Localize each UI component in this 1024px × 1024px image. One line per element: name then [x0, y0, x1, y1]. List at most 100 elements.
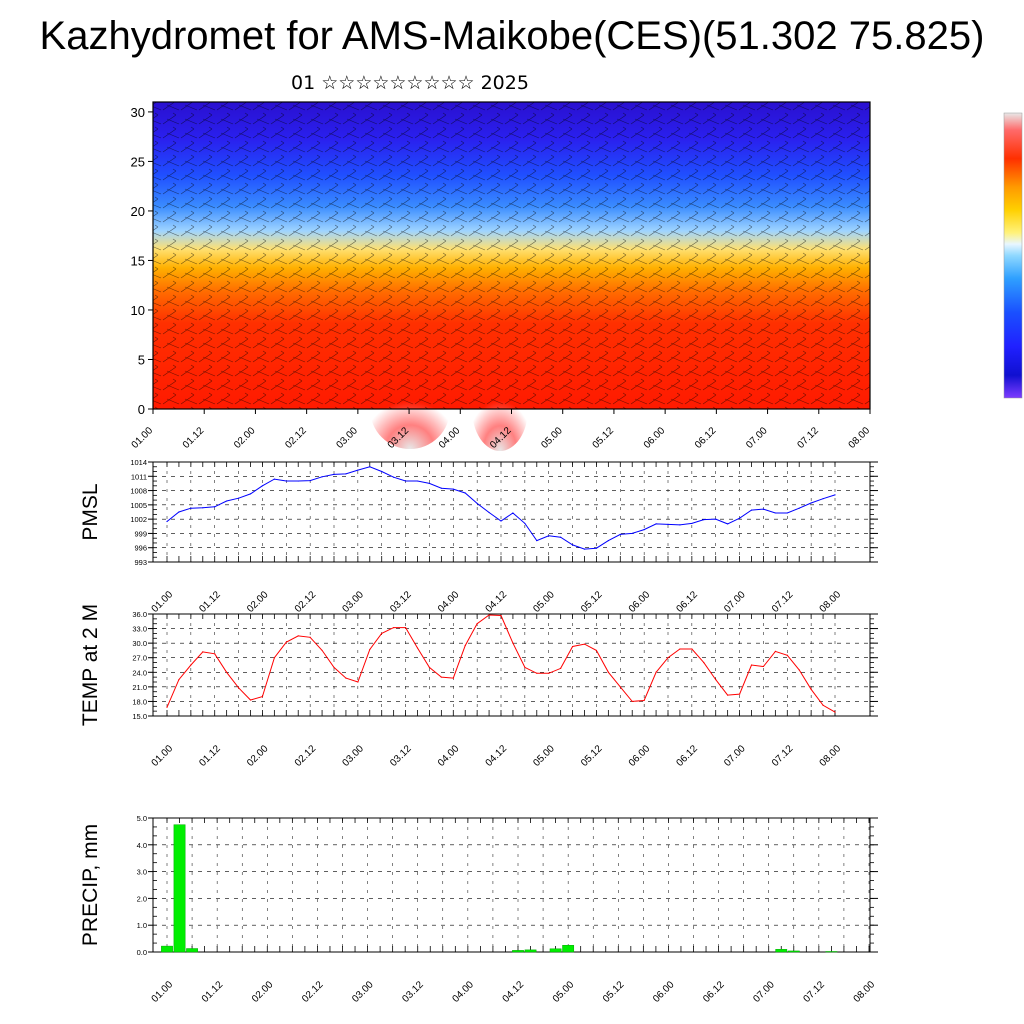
- heatmap-y-tick-label: 15: [131, 253, 145, 268]
- data-point: [285, 480, 287, 482]
- data-point: [631, 700, 633, 703]
- x-tick-label: 03.12: [388, 743, 414, 769]
- y-tick-label: 1.0: [137, 921, 147, 930]
- data-point: [524, 522, 526, 525]
- y-tick-label: 1014: [130, 458, 147, 467]
- data-point: [166, 520, 168, 523]
- x-tick-label: 03.12: [388, 589, 414, 615]
- x-tick-label: 05.12: [601, 979, 627, 1005]
- y-tick-label: 27.0: [132, 654, 147, 663]
- x-tick-label: 02.12: [293, 743, 319, 769]
- data-point: [381, 632, 383, 635]
- x-tick-label: 07.00: [722, 743, 748, 769]
- precip-bar: [524, 949, 537, 953]
- data-point: [297, 635, 299, 637]
- data-point: [750, 664, 753, 666]
- heatmap-y-tick-label: 25: [131, 154, 145, 169]
- data-point: [667, 523, 669, 525]
- x-tick-label: 01.12: [200, 979, 226, 1005]
- x-tick-label: 01.00: [150, 589, 176, 615]
- data-point: [237, 497, 240, 499]
- data-point: [393, 476, 395, 478]
- y-tick-label: 996: [134, 544, 147, 553]
- panel-frame: [152, 613, 871, 717]
- data-point: [345, 677, 347, 679]
- data-point: [464, 644, 466, 647]
- y-tick-label: 3.0: [137, 868, 147, 877]
- data-point: [190, 664, 192, 666]
- panel-frame: [152, 461, 871, 563]
- data-point: [655, 671, 657, 673]
- panel-1: 993 996 999 1002 1005 1008 1011 1014 01.00 01.12 0…: [79, 458, 878, 615]
- data-point: [655, 523, 657, 525]
- heatmap-x-tick-label: 05.00: [539, 425, 565, 451]
- y-tick-label: 0.0: [137, 948, 147, 957]
- data-point: [404, 480, 407, 482]
- data-point: [834, 494, 836, 496]
- precip-bar: [775, 949, 788, 953]
- y-tick-label: 5.0: [137, 814, 147, 823]
- data-point: [381, 470, 383, 473]
- data-point: [691, 648, 693, 650]
- data-point: [357, 681, 359, 683]
- data-point: [762, 508, 765, 510]
- heatmap-x-tick-label: 05.12: [591, 425, 617, 451]
- precip-bar: [562, 945, 575, 953]
- data-point: [452, 488, 454, 490]
- y-axis-label: PRECIP, mm: [79, 824, 102, 946]
- data-point: [679, 648, 681, 650]
- x-tick-label: 03.00: [341, 589, 367, 615]
- x-tick-label: 07.12: [770, 589, 796, 615]
- data-point: [357, 469, 359, 471]
- data-point: [273, 478, 275, 480]
- panel-3: 0.0 1.0 2.0 3.0 4.0 5.0 01.00 01.12 02.00 02.12 03…: [79, 814, 878, 1005]
- x-tick-label: 07.12: [802, 979, 828, 1005]
- y-tick-label: 4.0: [137, 841, 147, 850]
- data-point: [536, 539, 538, 542]
- x-tick-label: 05.12: [579, 743, 605, 769]
- data-point: [619, 533, 621, 535]
- precip-bar: [512, 950, 524, 953]
- x-tick-label: 03.12: [400, 979, 426, 1005]
- x-tick-label: 05.00: [551, 979, 577, 1005]
- data-point: [560, 536, 562, 538]
- x-tick-label: 02.12: [300, 979, 326, 1005]
- x-tick-label: 06.12: [701, 979, 727, 1005]
- data-point: [214, 653, 216, 655]
- heatmap-y-axis: 0 5 10 15 20 25 30: [131, 105, 153, 417]
- y-tick-label: 33.0: [132, 625, 147, 634]
- x-tick-label: 07.12: [770, 743, 796, 769]
- data-point: [798, 669, 800, 671]
- data-point: [822, 498, 824, 500]
- data-point: [249, 493, 252, 495]
- precip-bar: [787, 950, 800, 953]
- data-point: [369, 648, 371, 651]
- data-point: [595, 547, 598, 549]
- precip-bar: [173, 824, 186, 953]
- data-point: [571, 544, 574, 546]
- y-axis-label: PMSL: [79, 483, 102, 540]
- precip-bar: [549, 948, 562, 953]
- y-tick-label: 999: [134, 529, 147, 538]
- y-tick-label: 2.0: [137, 894, 147, 903]
- data-point: [631, 532, 633, 535]
- data-point: [679, 524, 681, 526]
- wind-barbs: [153, 102, 870, 409]
- x-tick-label: 06.00: [627, 743, 653, 769]
- x-tick-label: 08.00: [852, 979, 878, 1005]
- x-tick-label: 02.00: [245, 589, 271, 615]
- x-tick-label: 02.12: [293, 589, 319, 615]
- data-point: [333, 473, 335, 475]
- data-point: [178, 511, 180, 513]
- data-point: [166, 706, 168, 708]
- precip-bar: [161, 945, 173, 953]
- y-tick-label: 24.0: [132, 668, 147, 677]
- x-tick-label: 03.00: [350, 979, 376, 1005]
- x-tick-label: 05.12: [579, 589, 605, 615]
- y-axis-label: TEMP at 2 M: [79, 604, 102, 726]
- x-tick-label: 03.00: [341, 743, 367, 769]
- y-tick-label: 1011: [131, 472, 147, 481]
- data-point: [512, 512, 514, 514]
- data-point: [750, 509, 753, 511]
